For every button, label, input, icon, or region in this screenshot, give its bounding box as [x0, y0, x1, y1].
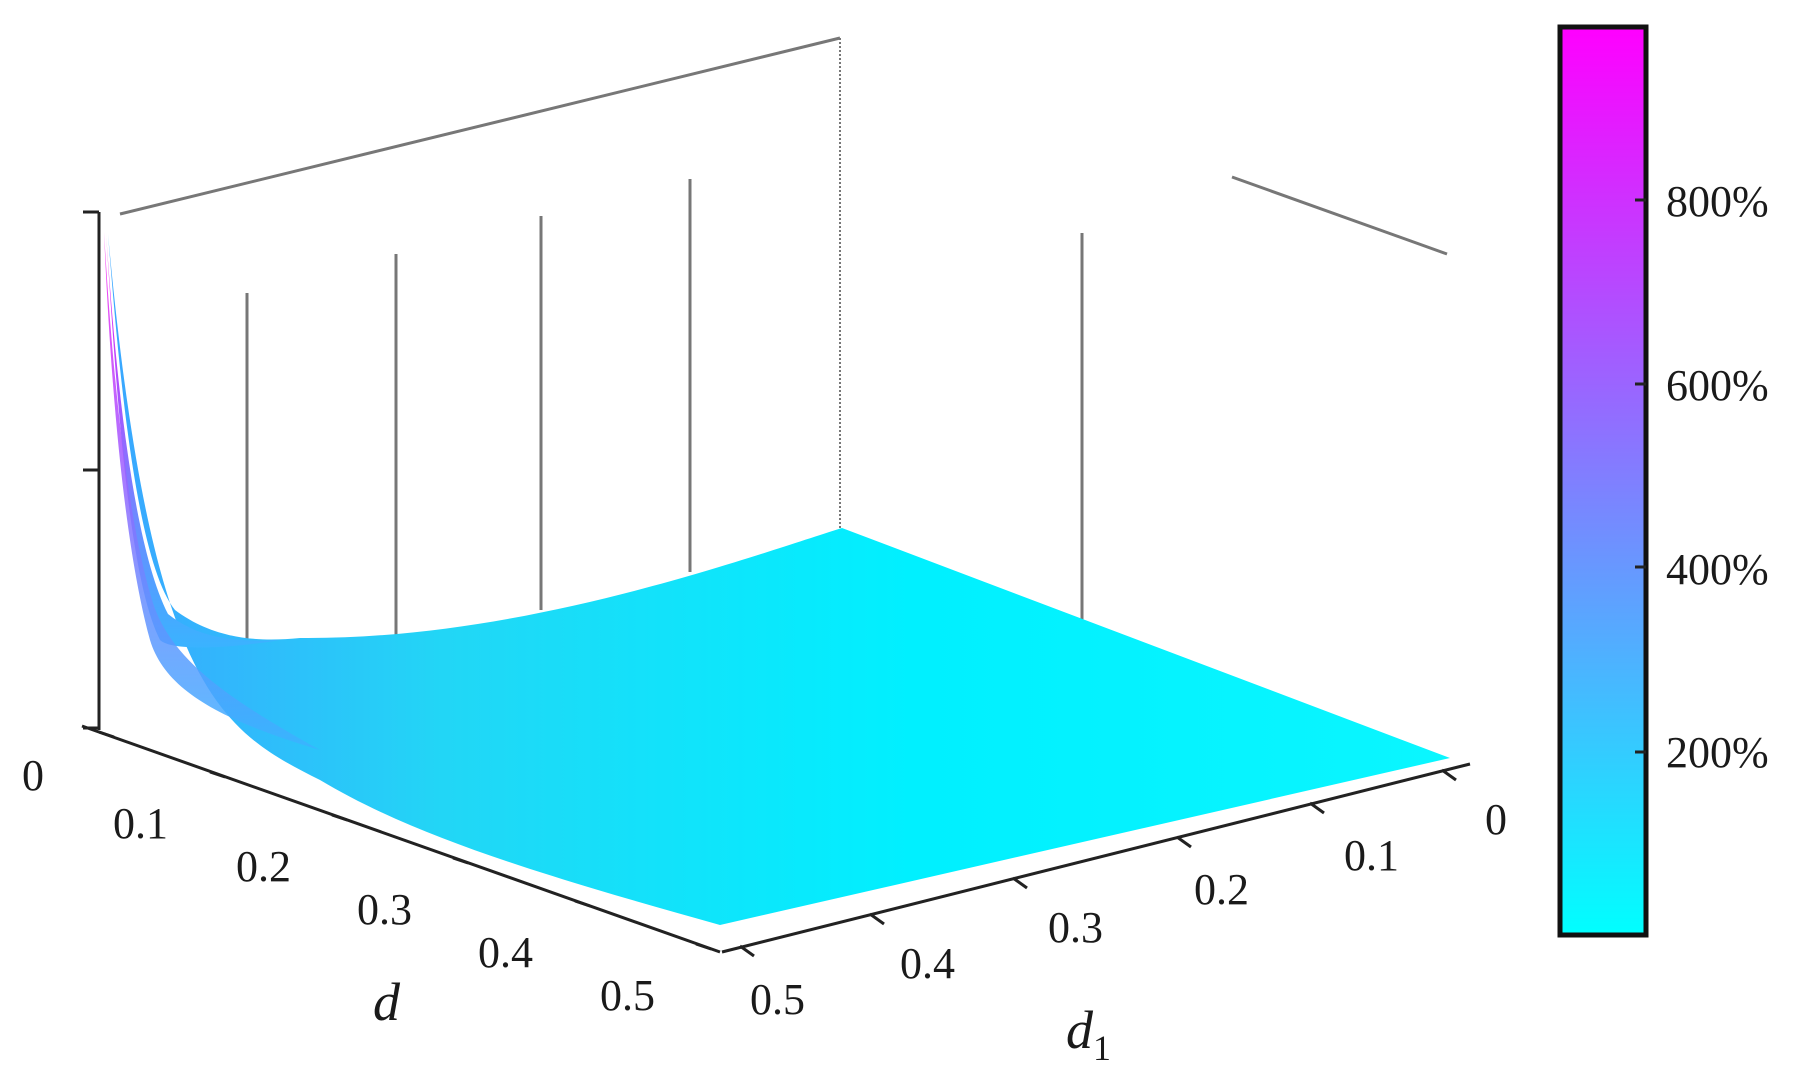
- y-tick-3: [1012, 876, 1028, 890]
- colorbar-ticks: [1635, 198, 1646, 754]
- y-axis-label: d1: [1066, 1000, 1111, 1068]
- x-tick-5: [695, 942, 712, 951]
- y-tick-label-0: 0: [1485, 795, 1507, 844]
- x-tick-3: [452, 856, 469, 865]
- x-axis-label: d: [373, 972, 401, 1032]
- y-tick-5: [739, 944, 755, 958]
- y-tick-4: [869, 912, 885, 926]
- x-tick-0: [98, 730, 115, 739]
- x-tick-label-5: 0.5: [600, 971, 655, 1020]
- axis-box: [119, 36, 1448, 640]
- colorbar: 200% 400% 600% 800%: [1557, 24, 1769, 938]
- x-tick-labels: 0 0.1 0.2 0.3 0.4 0.5: [22, 751, 655, 1020]
- y-axis-label-sub: 1: [1093, 1028, 1111, 1068]
- y-tick-label-5: 0.5: [750, 975, 805, 1024]
- colorbar-label-400: 400%: [1666, 545, 1769, 594]
- y-axis-label-main: d: [1066, 1000, 1094, 1060]
- x-tick-4: [574, 899, 591, 908]
- y-tick-2: [1176, 835, 1192, 849]
- y-tick-label-4: 0.4: [900, 939, 955, 988]
- y-tick-label-1: 0.1: [1344, 831, 1399, 880]
- x-tick-label-0: 0: [22, 751, 44, 800]
- back-edge-top-left: [119, 36, 841, 216]
- colorbar-label-800: 800%: [1666, 177, 1769, 226]
- x-tick-2: [331, 813, 348, 822]
- x-tick-label-2: 0.2: [236, 842, 291, 891]
- surface: [104, 232, 1450, 925]
- z-axis: [83, 210, 101, 730]
- y-axis-d1: [721, 762, 1471, 958]
- surface-peak-front: [104, 232, 320, 750]
- back-edge-top-right: [1231, 175, 1448, 256]
- surface-plane: [108, 234, 1450, 925]
- colorbar-label-600: 600%: [1666, 361, 1769, 410]
- y-tick-labels: 0 0.1 0.2 0.3 0.4 0.5: [750, 795, 1507, 1024]
- colorbar-label-200: 200%: [1666, 728, 1769, 777]
- x-tick-label-3: 0.3: [357, 885, 412, 934]
- x-axis-d: [81, 724, 721, 954]
- colorbar-gradient: [1557, 24, 1649, 938]
- x-tick-label-4: 0.4: [478, 928, 533, 977]
- y-tick-label-2: 0.2: [1194, 865, 1249, 914]
- y-tick-1: [1309, 801, 1325, 815]
- x-tick-1: [209, 770, 226, 779]
- y-tick-0: [1441, 768, 1457, 782]
- y-tick-label-3: 0.3: [1048, 903, 1103, 952]
- x-tick-label-1: 0.1: [113, 799, 168, 848]
